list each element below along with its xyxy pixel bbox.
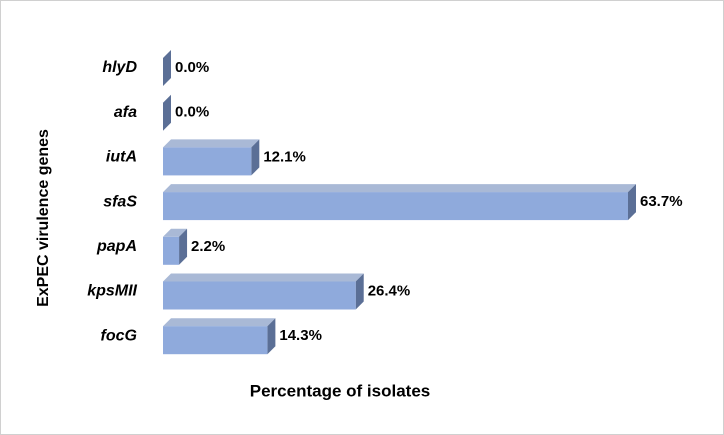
- category-label: sfaS: [103, 193, 137, 210]
- data-label: 12.1%: [263, 148, 306, 165]
- bar-top-face: [163, 139, 260, 148]
- bar-top-face: [163, 184, 636, 193]
- data-label: 63.7%: [640, 193, 683, 210]
- category-label: hlyD: [102, 59, 137, 76]
- bar-side-face: [163, 50, 171, 86]
- bar: [163, 147, 252, 176]
- x-axis-title: Percentage of isolates: [250, 381, 430, 400]
- bar: [163, 281, 356, 310]
- bar-side-face: [179, 228, 188, 265]
- category-label: papA: [96, 238, 137, 255]
- data-label: 2.2%: [191, 238, 225, 255]
- bar-side-face: [355, 273, 364, 310]
- data-label: 0.0%: [175, 104, 209, 121]
- category-label: iutA: [106, 149, 137, 166]
- category-label: kpsMII: [87, 283, 137, 300]
- bar: [163, 326, 268, 355]
- bar-side-face: [251, 139, 260, 176]
- data-label: 0.0%: [175, 59, 209, 76]
- y-axis-title: ExPEC virulence genes: [35, 129, 52, 307]
- category-label: afa: [114, 104, 137, 121]
- bar-side-face: [628, 184, 636, 221]
- data-label: 26.4%: [368, 282, 411, 299]
- bar-side-face: [267, 318, 276, 355]
- bar-top-face: [163, 228, 188, 237]
- bar-top-face: [163, 318, 276, 327]
- bar: [163, 236, 180, 265]
- bar: [163, 192, 628, 221]
- data-label: 14.3%: [279, 327, 322, 344]
- category-label: focG: [101, 327, 137, 344]
- bar-side-face: [163, 94, 171, 131]
- bar-top-face: [163, 273, 364, 282]
